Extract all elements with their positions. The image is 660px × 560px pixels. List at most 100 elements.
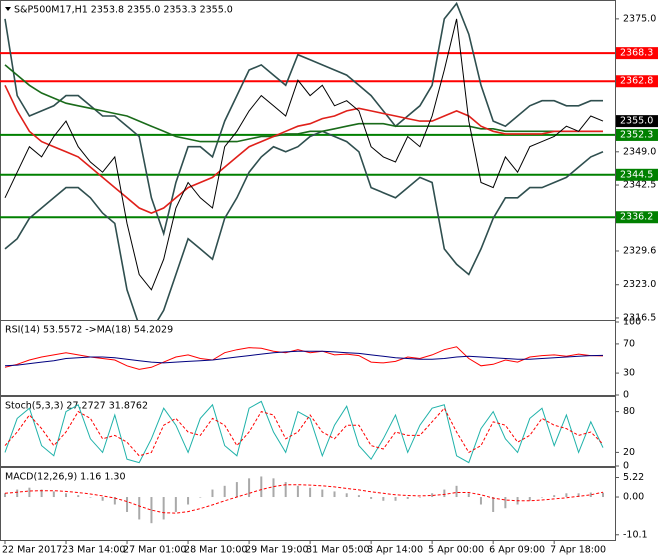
series-line xyxy=(4,84,603,214)
histogram-bar xyxy=(28,487,31,498)
level-label: 2344.5 xyxy=(620,169,653,180)
histogram-bar xyxy=(101,497,104,501)
histogram-bar xyxy=(248,478,251,498)
histogram-bar xyxy=(138,497,141,520)
y-tick-label: 20 xyxy=(623,447,635,458)
histogram-bar xyxy=(174,497,177,512)
histogram-bar xyxy=(333,491,336,498)
histogram-bar xyxy=(479,497,482,505)
histogram-bar xyxy=(284,482,287,498)
x-tick-label: 31 Mar 05:00 xyxy=(306,545,369,556)
last-price-box xyxy=(616,115,658,128)
histogram-bar xyxy=(504,497,507,509)
histogram-bar xyxy=(4,493,6,498)
x-tick-label: 22 Mar 2017 xyxy=(2,545,62,556)
y-tick-label: 30 xyxy=(623,368,635,379)
histogram-bar xyxy=(162,497,165,520)
y-tick-label: 2323.0 xyxy=(623,279,656,290)
histogram-bar xyxy=(65,493,68,498)
histogram-bar xyxy=(467,493,470,498)
histogram-bar xyxy=(357,495,360,498)
y-tick-label: 2316.5 xyxy=(623,312,656,323)
histogram-bar xyxy=(309,487,312,498)
series-line xyxy=(4,1,603,237)
x-tick-label: 7 Apr 18:00 xyxy=(550,545,606,556)
panel-title: S&P500M17,H1 2353.8 2355.0 2353.3 2355.0 xyxy=(14,5,233,16)
histogram-bar xyxy=(540,497,543,498)
histogram-bar xyxy=(370,497,373,499)
level-box xyxy=(616,211,658,224)
histogram-bar xyxy=(431,493,434,498)
y-tick-label: 2375.0 xyxy=(623,13,656,24)
histogram-bar xyxy=(602,492,604,498)
series-line xyxy=(4,18,604,291)
level-label: 2352.3 xyxy=(620,129,653,140)
x-tick-label: 23 Mar 14:00 xyxy=(62,545,125,556)
level-box xyxy=(616,128,658,141)
histogram-bar xyxy=(272,478,275,498)
histogram-bar xyxy=(565,493,568,498)
histogram-bar xyxy=(443,489,446,498)
histogram-bar xyxy=(553,495,556,498)
histogram-bar xyxy=(418,497,421,498)
histogram-bar xyxy=(223,485,226,498)
series-line xyxy=(4,64,603,143)
y-tick-label: 80 xyxy=(623,406,635,417)
histogram-bar xyxy=(528,497,531,501)
histogram-bar xyxy=(211,489,214,498)
level-box xyxy=(616,168,658,181)
histogram-bar xyxy=(589,492,592,498)
histogram-bar xyxy=(321,489,324,498)
series-line xyxy=(4,350,604,367)
histogram-bar xyxy=(77,495,80,498)
level-label: 2336.2 xyxy=(620,212,653,223)
y-tick-label: 0.00 xyxy=(623,492,644,503)
menu-arrow xyxy=(5,7,11,11)
y-tick-label: 5.22 xyxy=(623,472,644,483)
histogram-bar xyxy=(296,485,299,498)
histogram-bar xyxy=(577,493,580,498)
histogram-bar xyxy=(16,489,19,498)
histogram-bar xyxy=(382,497,385,501)
panel-frame xyxy=(0,320,616,396)
x-tick-label: 6 Apr 09:00 xyxy=(489,545,545,556)
series-line xyxy=(4,400,604,464)
y-tick-label: 100 xyxy=(623,317,641,328)
histogram-bar xyxy=(260,476,263,498)
histogram-bar xyxy=(40,489,43,498)
histogram-bar xyxy=(89,497,92,498)
y-tick-label: 0 xyxy=(623,461,629,472)
y-tick-label: 2342.5 xyxy=(623,180,656,191)
x-tick-label: 5 Apr 00:00 xyxy=(428,545,484,556)
y-tick-label: 2329.6 xyxy=(623,245,656,256)
y-tick-label: 2349.0 xyxy=(623,146,656,157)
histogram-bar xyxy=(406,497,409,499)
y-tick-label: 70 xyxy=(623,338,635,349)
histogram-bar xyxy=(113,497,116,505)
level-box xyxy=(616,75,658,88)
series-line xyxy=(4,484,604,514)
series-line xyxy=(4,130,604,320)
panel-title: MACD(12,26,9) 1.16 1.30 xyxy=(5,472,126,483)
last-price-label: 2355.0 xyxy=(620,116,653,127)
histogram-bar xyxy=(492,497,495,512)
histogram-bar xyxy=(199,497,202,498)
histogram-bar xyxy=(52,491,55,498)
histogram-bar xyxy=(235,482,238,498)
histogram-bar xyxy=(150,497,153,524)
panel-frame xyxy=(0,467,616,541)
histogram-bar xyxy=(394,497,397,501)
level-box xyxy=(616,47,658,60)
level-label: 2362.8 xyxy=(620,76,653,87)
series-line xyxy=(4,407,604,457)
x-tick-label: 27 Mar 01:00 xyxy=(123,545,186,556)
level-label: 2368.3 xyxy=(620,48,653,59)
y-tick-label: 0 xyxy=(623,390,629,401)
x-tick-label: 28 Mar 10:00 xyxy=(184,545,247,556)
histogram-bar xyxy=(126,497,129,512)
histogram-bar xyxy=(345,493,348,498)
y-tick-label: -10.1 xyxy=(623,529,648,540)
panel-title: RSI(14) 53.5572 ->MA(18) 54.2029 xyxy=(5,325,173,336)
x-tick-label: 3 Apr 14:00 xyxy=(367,545,423,556)
